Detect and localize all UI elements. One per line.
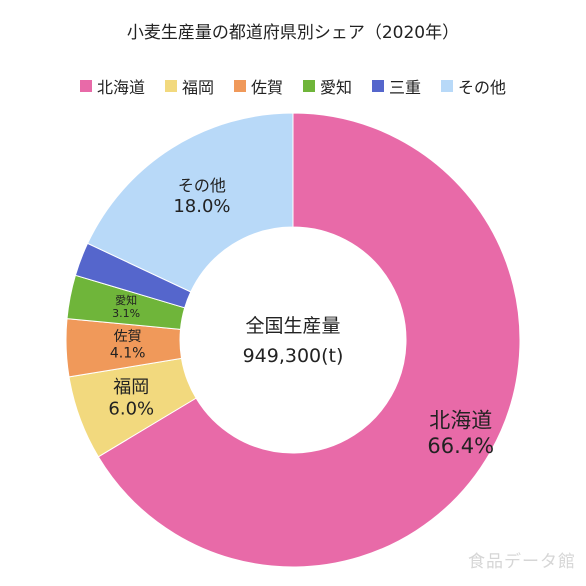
legend-swatch [303,80,315,92]
legend-item: 北海道 [79,74,145,98]
slice-value-label: 4.1% [110,346,146,362]
legend-item: 佐賀 [233,74,283,98]
legend-swatch [441,80,454,92]
center-label: 全国生産量 [245,315,340,337]
legend-swatch [372,80,385,92]
slice-name-label: 北海道 [429,409,492,433]
legend-swatch [233,80,246,92]
legend-label: その他 [458,78,507,97]
chart-title: 小麦生産量の都道府県別シェア（2020年） [126,23,460,43]
pie-slice [86,112,294,293]
slice-value-label: 66.4% [427,434,494,458]
legend-item: 福岡 [164,74,214,98]
slice-name-label: 佐賀 [114,329,142,345]
center-value: 949,300(t) [243,345,344,367]
slice-value-label: 3.1% [112,307,140,320]
legend-label: 三重 [389,78,422,97]
legend-label: 北海道 [96,78,145,97]
legend-item: その他 [441,74,506,98]
slice-name-label: 福岡 [113,377,149,398]
legend-label: 愛知 [320,78,353,97]
slice-name-label: 愛知 [115,293,137,307]
pie-slice [97,112,521,568]
legend: 北海道 福岡 佐賀 愛知 三重 その他 [0,74,586,98]
slice-name-label: その他 [178,176,226,195]
legend-label: 佐賀 [250,78,283,97]
legend-label: 福岡 [181,78,214,97]
legend-item: 愛知 [303,74,352,98]
legend-item: 三重 [372,74,421,98]
legend-swatch [164,80,177,92]
watermark: 食品データ館 [468,552,576,572]
slice-value-label: 6.0% [108,399,154,420]
legend-swatch [79,80,92,92]
slice-value-label: 18.0% [173,196,230,217]
